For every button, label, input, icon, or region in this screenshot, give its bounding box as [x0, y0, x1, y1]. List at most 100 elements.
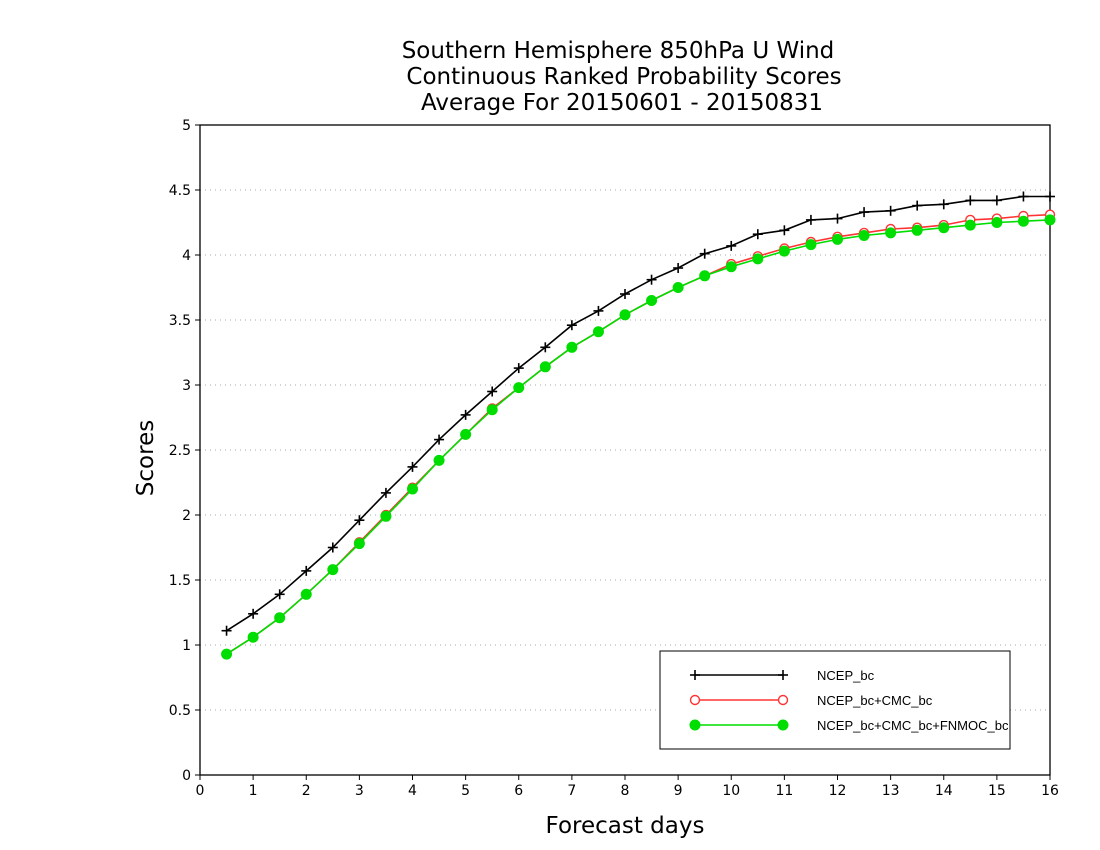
data-point [1044, 214, 1056, 226]
data-point [248, 608, 259, 619]
data-point [725, 261, 737, 273]
data-point [1045, 191, 1055, 202]
y-tick-label: 3 [182, 378, 191, 394]
data-point [380, 510, 392, 522]
data-point [566, 320, 577, 331]
data-point [672, 282, 684, 293]
title-line-1: Southern Hemisphere 850hPa U Wind [402, 38, 835, 64]
data-point [407, 461, 418, 472]
legend-item: NCEP_bc [690, 668, 875, 683]
legend-item: NCEP_bc+CMC_bc [689, 693, 933, 708]
y-tick-label: 0 [182, 768, 191, 784]
x-tick-label: 15 [988, 783, 1006, 799]
data-point [752, 253, 764, 265]
data-point [912, 200, 923, 211]
data-point [380, 487, 391, 498]
y-tick-label: 5 [182, 118, 191, 134]
x-axis-label: Forecast days [546, 813, 705, 839]
data-point [300, 588, 312, 600]
data-point [885, 205, 896, 216]
data-point [991, 195, 1002, 206]
data-point [699, 248, 710, 259]
legend-label: NCEP_bc+CMC_bc+FNMOC_bc [817, 718, 1009, 733]
x-tick-label: 3 [355, 783, 364, 799]
data-point [407, 483, 418, 495]
x-tick-label: 16 [1041, 783, 1059, 799]
data-point [460, 409, 471, 420]
x-tick-label: 4 [408, 783, 417, 799]
data-point [991, 217, 1003, 228]
data-point [221, 625, 232, 636]
legend-label: NCEP_bc [817, 668, 875, 683]
x-tick-label: 2 [302, 783, 311, 799]
y-tick-label: 1.5 [169, 573, 191, 589]
data-point [805, 239, 817, 251]
data-point [460, 428, 472, 440]
legend-marker [777, 694, 789, 706]
legend-marker [690, 670, 700, 680]
data-point [354, 515, 365, 526]
data-point [619, 309, 631, 321]
data-point [434, 434, 445, 445]
data-point [699, 270, 711, 282]
legend-marker [689, 719, 701, 731]
x-tick-label: 5 [461, 783, 470, 799]
legend-items: NCEP_bc NCEP_bc+CMC_bc NCEP_bc+CMC_bc+FNMO… [689, 668, 1009, 733]
data-point [965, 195, 976, 206]
y-tick-label: 4 [182, 248, 191, 264]
y-tick-label: 0.5 [169, 703, 191, 719]
data-point [911, 224, 923, 236]
x-tick-label: 0 [196, 783, 205, 799]
data-point [486, 404, 498, 416]
data-point [938, 222, 950, 234]
data-point [513, 363, 524, 374]
data-point [221, 648, 233, 660]
y-axis-label: Scores [133, 420, 159, 496]
data-point [566, 341, 578, 353]
data-point [964, 219, 976, 231]
data-point [353, 538, 365, 550]
series-1 [221, 191, 1055, 636]
title-line-3: Average For 20150601 - 20150831 [421, 90, 823, 116]
data-point [646, 274, 657, 285]
legend-item: NCEP_bc+CMC_bc+FNMOC_bc [689, 718, 1009, 733]
data-point [539, 361, 551, 373]
data-point [673, 263, 684, 273]
chart-title: Southern Hemisphere 850hPa U Wind Contin… [402, 38, 842, 116]
data-point [779, 225, 790, 236]
y-tick-label: 1 [182, 638, 191, 654]
x-tick-label: 10 [722, 783, 740, 799]
data-point [247, 631, 259, 643]
x-tick-label: 12 [829, 783, 847, 799]
data-point [274, 589, 285, 600]
data-point [938, 199, 949, 210]
title-line-2: Continuous Ranked Probability Scores [406, 64, 841, 90]
x-tick-label: 1 [249, 783, 258, 799]
x-tick-label: 7 [567, 783, 576, 799]
data-point [620, 289, 630, 299]
data-point [301, 565, 312, 576]
y-tick-label: 3.5 [169, 313, 191, 329]
data-point [592, 326, 604, 338]
data-point [1018, 191, 1029, 202]
data-point [1017, 215, 1029, 227]
data-point [513, 382, 525, 394]
legend-marker [689, 694, 701, 706]
data-point [487, 386, 498, 397]
y-tick-label: 4.5 [169, 183, 191, 199]
y-tick-label: 2.5 [169, 443, 191, 459]
x-tick-label: 8 [621, 783, 630, 799]
legend: NCEP_bc NCEP_bc+CMC_bc NCEP_bc+CMC_bc+FNMO… [659, 650, 1011, 750]
data-point [832, 213, 843, 224]
data-point [327, 564, 339, 576]
data-point [646, 295, 658, 306]
data-point [778, 245, 790, 257]
legend-label: NCEP_bc+CMC_bc [817, 693, 933, 708]
x-tick-label: 9 [674, 783, 683, 799]
data-point [805, 214, 816, 225]
series-3 [221, 214, 1056, 660]
y-tick-label: 2 [182, 508, 191, 524]
x-tick-label: 6 [514, 783, 523, 799]
data-point [752, 229, 763, 240]
